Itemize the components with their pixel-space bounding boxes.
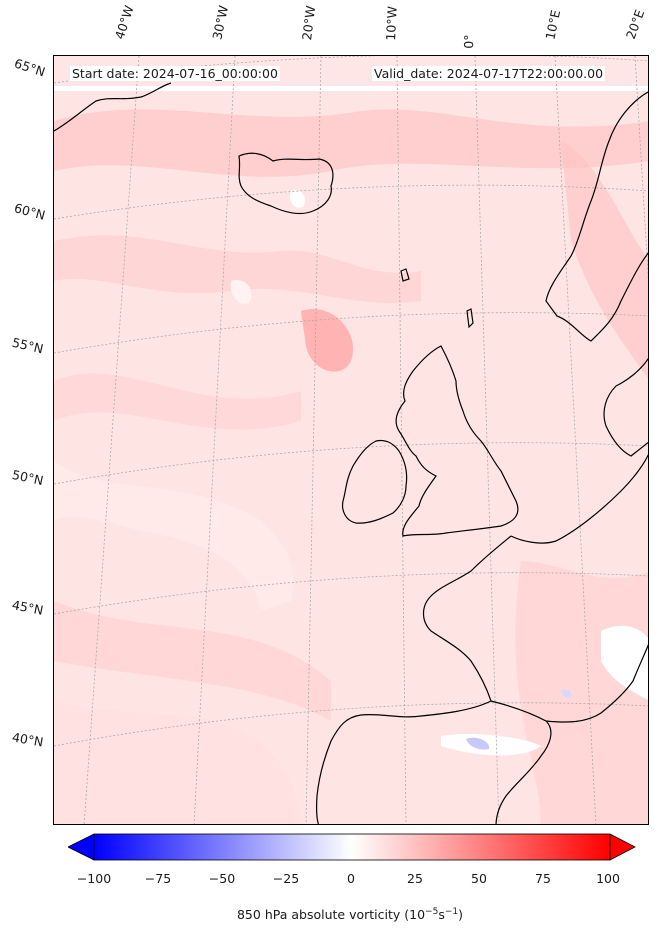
colorbar-tick: 0	[347, 871, 355, 886]
colorbar-tick: −75	[144, 871, 172, 886]
iceland-coast	[238, 152, 334, 215]
lon-label-10e: 10°E	[542, 8, 564, 42]
lat-label-45n: 45°N	[10, 597, 45, 618]
colorbar-tick: 75	[535, 871, 551, 886]
ireland-coast	[341, 439, 408, 524]
lon-label-10w: 10°W	[383, 5, 400, 41]
map-panel	[53, 55, 649, 825]
lon-label-20e: 20°E	[622, 7, 648, 41]
colorbar-tick: −50	[208, 871, 236, 886]
lat-label-60n: 60°N	[12, 200, 47, 223]
colorbar-tick: −100	[76, 871, 112, 886]
colorbar-gradient	[93, 833, 611, 861]
lon-label-30w: 30°W	[209, 4, 232, 41]
valid-date-label: Valid_date: 2024-07-17T22:00:00.00	[372, 66, 606, 81]
colorbar-tick: 50	[471, 871, 487, 886]
coastlines	[54, 82, 648, 824]
start-date-label: Start date: 2024-07-16_00:00:00	[70, 66, 280, 81]
colorbar-min-extend	[68, 833, 95, 861]
graticule	[54, 56, 648, 824]
norway-coast	[545, 91, 648, 342]
lat-label-50n: 50°N	[10, 466, 45, 489]
iberia-coast	[316, 700, 492, 824]
colorbar-max-extend	[609, 833, 636, 861]
lon-label-0: 0°	[461, 34, 477, 49]
colorbar-title: 850 hPa absolute vorticity (10−5s−1)	[236, 907, 463, 923]
vorticity-field	[54, 56, 648, 824]
colorbar-tick: 100	[596, 871, 620, 886]
colorbar	[68, 833, 636, 861]
lon-label-40w: 40°W	[111, 3, 137, 41]
colorbar-tick: 25	[407, 871, 423, 886]
lat-label-40n: 40°N	[10, 729, 45, 750]
lon-label-20w: 20°W	[299, 4, 319, 42]
lat-label-65n: 65°N	[12, 55, 48, 80]
great-britain-coast	[395, 345, 519, 537]
france-coast	[510, 453, 648, 544]
vorticity-map	[54, 56, 648, 824]
lat-label-55n: 55°N	[10, 334, 45, 357]
colorbar-tick: −25	[272, 871, 300, 886]
